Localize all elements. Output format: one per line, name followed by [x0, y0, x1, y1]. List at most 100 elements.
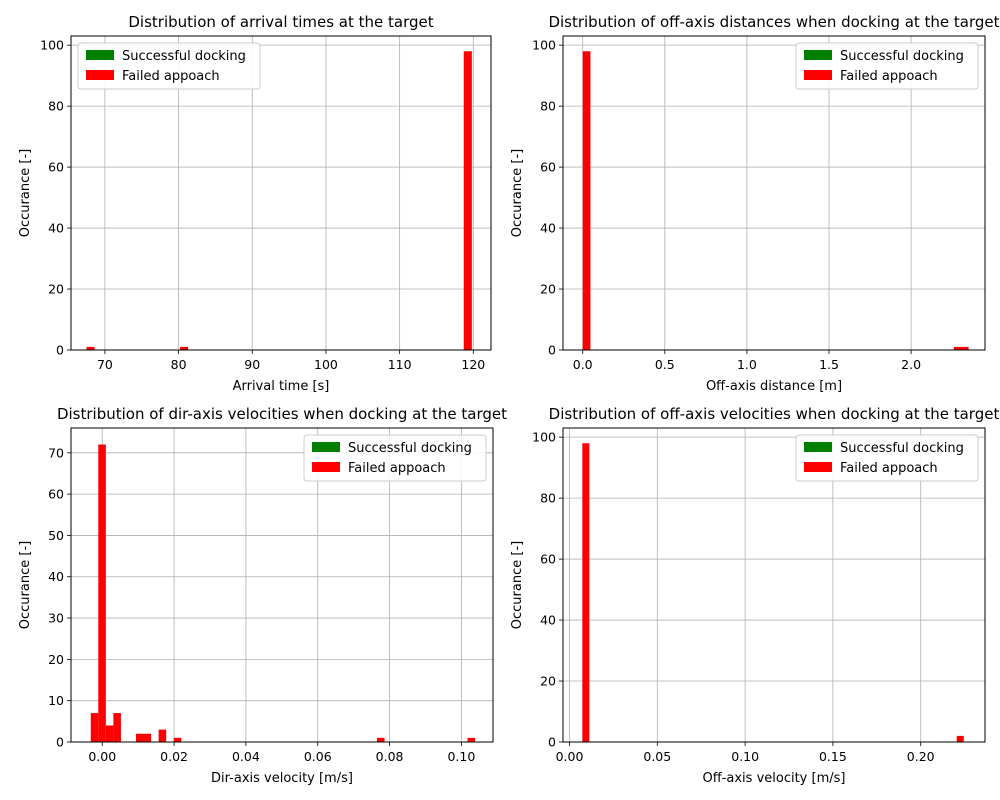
y-tick-label: 40	[48, 569, 64, 584]
subplot-4: 0.00 0.05 0.10 0.15 0.20 0 20 40 60 80 100 Off-axis…	[510, 405, 999, 786]
y-tick-label: 50	[48, 528, 64, 543]
y-tick-label: 70	[48, 445, 64, 460]
axes-frame	[70, 35, 492, 351]
bar-failed-appoach	[90, 713, 99, 742]
bar-failed-appoach	[98, 444, 106, 742]
legend-swatch	[804, 462, 832, 472]
y-tick-label: 20	[48, 282, 64, 297]
y-tick-label: 40	[540, 221, 556, 236]
x-tick-label: 0.04	[232, 749, 260, 764]
bar-failed-appoach	[113, 713, 121, 742]
legend-box	[795, 434, 979, 482]
x-tick-label: 0.15	[819, 749, 847, 764]
x-tick-label: 0.10	[447, 749, 475, 764]
axes-frame	[562, 427, 986, 743]
y-axis-label: Occurance [-]	[510, 541, 525, 629]
y-tick-label: 80	[540, 491, 556, 506]
x-axis-label: Dir-axis velocity [m/s]	[211, 771, 353, 786]
bar-failed-appoach	[136, 733, 152, 742]
x-tick-label: 80	[171, 357, 187, 372]
y-tick-label: 0	[548, 343, 556, 358]
legend-swatch	[86, 70, 114, 80]
x-tick-label: 0.10	[731, 749, 759, 764]
legend-swatch	[804, 50, 832, 60]
legend-label: Failed appoach	[840, 69, 938, 84]
x-axis-label: Off-axis distance [m]	[706, 379, 842, 394]
x-tick-label: 0.02	[160, 749, 188, 764]
chart-title: Distribution of dir-axis velocities when…	[57, 405, 507, 423]
bars	[582, 51, 969, 351]
y-tick-label: 80	[540, 99, 556, 114]
y-tick-label: 20	[48, 652, 64, 667]
axes-frame	[70, 427, 494, 743]
x-tick-label: 0.00	[556, 749, 584, 764]
bar-failed-appoach	[582, 443, 590, 742]
legend-swatch	[312, 462, 340, 472]
bars	[582, 443, 964, 742]
legend-label: Successful docking	[840, 49, 964, 64]
legend-label: Successful docking	[122, 49, 246, 64]
chart-title: Distribution of off-axis velocities when…	[549, 405, 1000, 423]
x-tick-label: 0.06	[304, 749, 332, 764]
x-tick-label: 120	[461, 357, 485, 372]
subplot-3: 0.00 0.02 0.04 0.06 0.08 0.10 0 10 20 30 40 50 60 70 D…	[18, 405, 507, 786]
x-tick-label: 70	[97, 357, 113, 372]
legend-swatch	[804, 442, 832, 452]
chart-title: Distribution of off-axis distances when …	[548, 13, 999, 31]
y-tick-label: 30	[48, 611, 64, 626]
x-tick-label: 2.0	[901, 357, 921, 372]
x-axis-label: Off-axis velocity [m/s]	[703, 771, 846, 786]
bar-failed-appoach	[582, 51, 591, 351]
bar-failed-appoach	[376, 737, 385, 742]
bar-failed-appoach	[467, 737, 476, 742]
bars	[86, 51, 472, 351]
y-tick-label: 100	[40, 38, 64, 53]
x-axis-label: Arrival time [s]	[233, 379, 330, 394]
y-tick-label: 60	[540, 552, 556, 567]
bars	[90, 444, 476, 742]
y-tick-label: 0	[56, 343, 64, 358]
bar-failed-appoach	[158, 729, 167, 742]
x-tick-label: 0.0	[573, 357, 593, 372]
y-tick-label: 100	[532, 38, 556, 53]
bar-failed-appoach	[86, 346, 95, 350]
legend: Successful docking Failed appoach	[795, 434, 979, 482]
y-tick-label: 40	[540, 613, 556, 628]
legend: Successful docking Failed appoach	[795, 42, 979, 90]
chart-title: Distribution of arrival times at the tar…	[128, 13, 433, 31]
legend-label: Failed appoach	[348, 461, 446, 476]
y-tick-label: 0	[56, 735, 64, 750]
y-axis-label: Occurance [-]	[18, 149, 33, 237]
y-tick-label: 10	[48, 693, 64, 708]
x-tick-label: 0.05	[643, 749, 671, 764]
bar-failed-appoach	[956, 735, 964, 742]
legend: Successful docking Failed appoach	[303, 434, 487, 482]
legend: Successful docking Failed appoach	[77, 42, 261, 90]
legend-swatch	[804, 70, 832, 80]
bar-failed-appoach	[463, 51, 472, 351]
legend-box	[303, 434, 487, 482]
x-tick-label: 1.0	[737, 357, 757, 372]
y-axis-label: Occurance [-]	[510, 149, 525, 237]
bar-failed-appoach	[953, 346, 969, 350]
legend-label: Failed appoach	[840, 461, 938, 476]
legend-swatch	[86, 50, 114, 60]
x-tick-label: 0.08	[376, 749, 404, 764]
legend-label: Successful docking	[840, 441, 964, 456]
y-tick-label: 80	[48, 99, 64, 114]
x-tick-label: 1.5	[819, 357, 839, 372]
legend-box	[77, 42, 261, 90]
y-tick-label: 60	[48, 487, 64, 502]
y-axis-label: Occurance [-]	[18, 541, 33, 629]
bar-failed-appoach	[105, 725, 114, 742]
legend-box	[795, 42, 979, 90]
y-tick-label: 40	[48, 221, 64, 236]
y-tick-label: 0	[548, 735, 556, 750]
legend-label: Failed appoach	[122, 69, 220, 84]
subplot-1: 70 80 90 100 110 120 0 20 40 60 80 100 Arrival time …	[18, 13, 492, 394]
y-tick-label: 60	[48, 160, 64, 175]
y-tick-label: 100	[532, 430, 556, 445]
y-tick-label: 20	[540, 674, 556, 689]
bar-failed-appoach	[180, 346, 189, 350]
x-tick-label: 0.20	[907, 749, 935, 764]
